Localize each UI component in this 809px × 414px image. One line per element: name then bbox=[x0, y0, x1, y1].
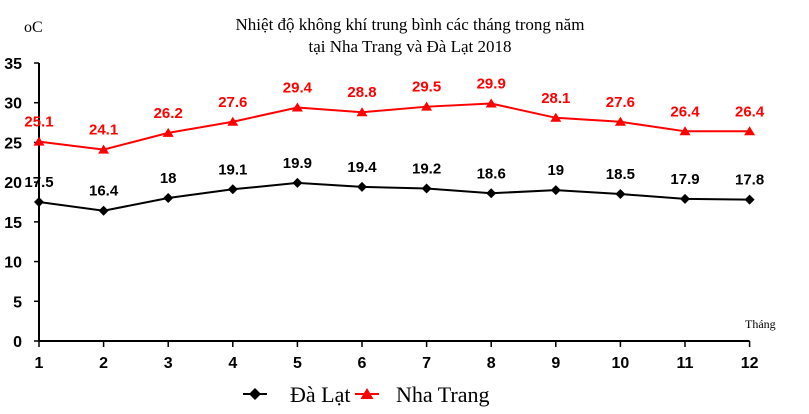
y-tick-label: 10 bbox=[4, 255, 22, 272]
legend-marker-nha-trang bbox=[360, 388, 374, 399]
y-tick-label: 15 bbox=[4, 215, 22, 232]
series-line-nha-trang bbox=[38, 102, 750, 151]
point-nha-trang bbox=[485, 98, 497, 108]
point-da-lat bbox=[292, 177, 303, 188]
x-tick-label: 5 bbox=[293, 355, 302, 372]
point-da-lat bbox=[227, 184, 238, 195]
data-label-da-lat: 19.9 bbox=[283, 155, 312, 172]
x-tick-label: 3 bbox=[164, 355, 173, 372]
x-tick-label: 2 bbox=[99, 355, 108, 372]
legend-label-nha-trang: Nha Trang bbox=[396, 382, 490, 407]
point-da-lat bbox=[680, 193, 690, 204]
data-label-da-lat: 19.1 bbox=[218, 161, 247, 178]
data-labels: 17.5 16.4 18 19.1 19.9 19.4 19.2 18.6 19 18.5 17.9… bbox=[24, 76, 764, 200]
point-nha-trang bbox=[98, 144, 110, 154]
y-tick-label: 25 bbox=[4, 135, 22, 152]
point-da-lat bbox=[744, 194, 755, 205]
data-label-da-lat: 16.4 bbox=[89, 183, 119, 200]
data-label-da-lat: 19.4 bbox=[347, 159, 377, 176]
data-label-da-lat: 17.9 bbox=[670, 171, 699, 188]
point-da-lat bbox=[486, 188, 497, 199]
x-tick-label: 4 bbox=[228, 355, 237, 372]
x-tick-label: 1 bbox=[35, 355, 44, 372]
point-da-lat bbox=[615, 189, 626, 200]
point-nha-trang bbox=[162, 127, 174, 137]
x-tick-label: 7 bbox=[422, 355, 431, 372]
point-nha-trang bbox=[227, 116, 239, 126]
point-da-lat bbox=[34, 197, 44, 207]
data-label-nha-trang: 26.4 bbox=[735, 103, 765, 120]
data-label-nha-trang: 27.6 bbox=[606, 94, 635, 111]
series-line-da-lat bbox=[38, 181, 750, 212]
data-label-da-lat: 19.2 bbox=[412, 160, 441, 177]
point-nha-trang bbox=[421, 101, 433, 111]
point-da-lat bbox=[550, 185, 561, 196]
series-layer bbox=[33, 98, 756, 216]
point-da-lat bbox=[98, 205, 109, 216]
chart-title-line-2: tại Nha Trang và Đà Lạt 2018 bbox=[308, 37, 511, 56]
x-tick-label: 10 bbox=[612, 355, 630, 372]
point-da-lat bbox=[421, 183, 432, 194]
data-label-da-lat: 19 bbox=[547, 162, 564, 179]
data-label-nha-trang: 27.6 bbox=[218, 94, 247, 111]
data-label-nha-trang: 24.1 bbox=[89, 122, 118, 139]
y-axis-unit: oC bbox=[24, 19, 43, 36]
data-label-da-lat: 18.5 bbox=[606, 166, 635, 183]
legend-label-da-lat: Đà Lạt bbox=[290, 382, 350, 407]
x-tick-label: 11 bbox=[677, 355, 694, 372]
point-da-lat bbox=[357, 181, 367, 192]
x-tick-label: 8 bbox=[487, 355, 496, 372]
chart-title-line-1: Nhiệt độ không khí trung bình các tháng … bbox=[236, 15, 585, 34]
y-tick-label: 5 bbox=[13, 294, 22, 311]
data-label-da-lat: 17.5 bbox=[24, 174, 53, 191]
data-label-nha-trang: 28.8 bbox=[347, 84, 376, 101]
data-label-nha-trang: 29.5 bbox=[412, 79, 441, 96]
data-label-nha-trang: 26.2 bbox=[154, 105, 183, 122]
point-nha-trang bbox=[550, 112, 562, 122]
y-tick-label: 20 bbox=[4, 175, 22, 192]
data-label-nha-trang: 29.9 bbox=[477, 76, 506, 93]
x-tick-label: 12 bbox=[741, 355, 759, 372]
point-da-lat bbox=[163, 193, 174, 204]
legend-marker-da-lat bbox=[249, 388, 261, 400]
data-label-da-lat: 18 bbox=[160, 170, 177, 187]
point-nha-trang bbox=[679, 126, 691, 136]
data-label-nha-trang: 25.1 bbox=[24, 114, 53, 131]
data-label-nha-trang: 29.4 bbox=[283, 79, 313, 96]
point-nha-trang bbox=[614, 116, 626, 126]
point-nha-trang bbox=[356, 107, 368, 117]
x-tick-label: 6 bbox=[358, 355, 367, 372]
data-label-da-lat: 18.6 bbox=[477, 165, 506, 182]
point-nha-trang bbox=[744, 126, 756, 136]
data-label-nha-trang: 28.1 bbox=[541, 90, 570, 107]
y-tick-label: 30 bbox=[4, 96, 22, 113]
x-tick-label: 9 bbox=[551, 355, 560, 372]
data-label-nha-trang: 26.4 bbox=[670, 103, 700, 120]
data-label-da-lat: 17.8 bbox=[735, 172, 764, 189]
y-tick-label: 0 bbox=[13, 334, 22, 351]
point-nha-trang bbox=[33, 136, 45, 146]
y-tick-label: 35 bbox=[4, 56, 22, 73]
point-nha-trang bbox=[291, 102, 303, 112]
x-axis-label: Tháng bbox=[745, 317, 776, 331]
legend: Đà Lạt Nha Trang bbox=[243, 382, 490, 407]
